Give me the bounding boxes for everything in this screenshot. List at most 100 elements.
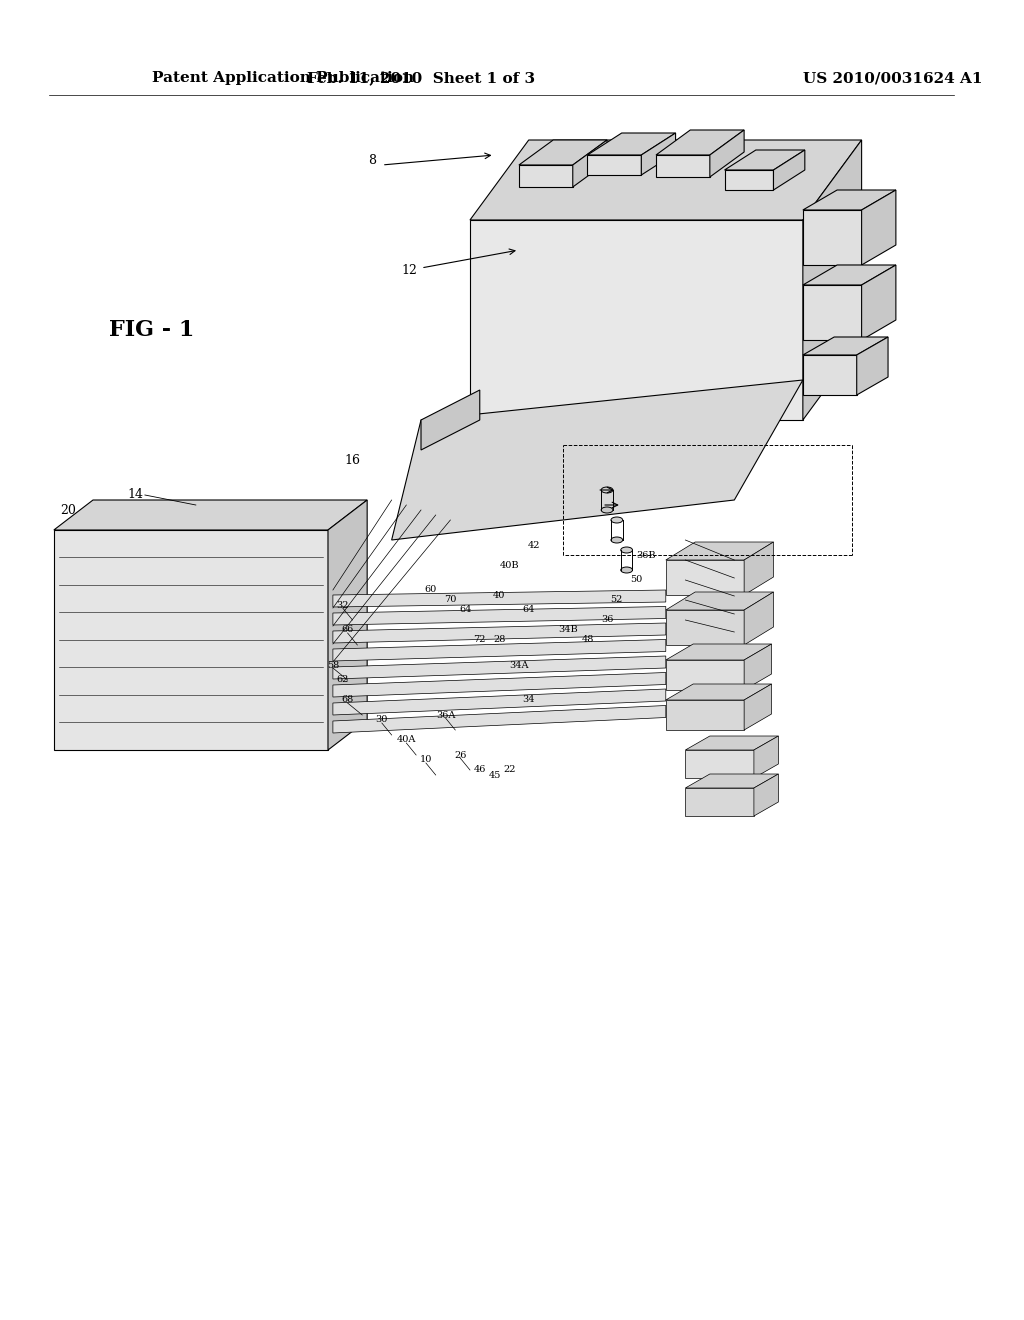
Polygon shape [685, 774, 778, 788]
Ellipse shape [611, 517, 623, 523]
Polygon shape [421, 389, 480, 450]
Polygon shape [333, 623, 666, 643]
Polygon shape [333, 672, 666, 697]
Text: 36A: 36A [436, 710, 456, 719]
Text: 48: 48 [582, 635, 594, 644]
Polygon shape [666, 560, 744, 595]
Polygon shape [803, 140, 861, 420]
Polygon shape [861, 265, 896, 341]
Text: 34: 34 [522, 696, 535, 705]
Text: US 2010/0031624 A1: US 2010/0031624 A1 [803, 71, 982, 84]
Polygon shape [666, 610, 744, 645]
Text: 45: 45 [488, 771, 501, 780]
Polygon shape [588, 154, 641, 176]
Polygon shape [328, 500, 368, 750]
Text: 68: 68 [341, 696, 353, 705]
Text: 62: 62 [337, 676, 349, 685]
Polygon shape [333, 590, 666, 607]
Polygon shape [685, 788, 754, 816]
Polygon shape [710, 129, 744, 177]
Text: 8: 8 [368, 153, 376, 166]
Text: 64: 64 [459, 606, 471, 615]
Text: 72: 72 [473, 635, 486, 644]
Polygon shape [519, 140, 607, 165]
Polygon shape [666, 644, 771, 660]
Polygon shape [656, 154, 710, 177]
Polygon shape [333, 639, 666, 661]
Text: 32: 32 [337, 601, 349, 610]
Text: Feb. 11, 2010  Sheet 1 of 3: Feb. 11, 2010 Sheet 1 of 3 [307, 71, 536, 84]
Polygon shape [744, 543, 773, 595]
Polygon shape [803, 265, 896, 285]
Ellipse shape [621, 568, 633, 573]
Polygon shape [754, 774, 778, 816]
Polygon shape [666, 684, 771, 700]
Text: 34B: 34B [558, 626, 578, 635]
Polygon shape [803, 355, 857, 395]
Polygon shape [519, 165, 572, 187]
Text: 40A: 40A [396, 735, 416, 744]
Ellipse shape [601, 487, 613, 492]
Text: 40B: 40B [500, 561, 519, 569]
Text: 66: 66 [341, 626, 353, 635]
Polygon shape [666, 700, 744, 730]
Polygon shape [725, 150, 805, 170]
Polygon shape [391, 380, 803, 540]
Polygon shape [803, 337, 888, 355]
Text: 26: 26 [454, 751, 466, 759]
Text: Patent Application Publication: Patent Application Publication [152, 71, 414, 84]
Text: 20: 20 [60, 503, 77, 516]
Polygon shape [754, 737, 778, 777]
Polygon shape [656, 129, 744, 154]
Text: 36: 36 [601, 615, 613, 624]
Polygon shape [803, 190, 896, 210]
Polygon shape [54, 531, 328, 750]
Text: 52: 52 [610, 595, 623, 605]
Text: 36B: 36B [636, 550, 656, 560]
Polygon shape [744, 644, 771, 690]
Polygon shape [725, 170, 773, 190]
Polygon shape [470, 140, 861, 220]
Text: 58: 58 [327, 660, 339, 669]
Polygon shape [333, 705, 666, 733]
Text: 22: 22 [503, 766, 515, 775]
Polygon shape [666, 591, 773, 610]
Polygon shape [54, 500, 368, 531]
Polygon shape [333, 689, 666, 715]
Text: 34A: 34A [509, 660, 528, 669]
Polygon shape [666, 660, 744, 690]
Text: 30: 30 [376, 715, 388, 725]
Text: 12: 12 [401, 264, 417, 276]
Text: 16: 16 [344, 454, 360, 466]
Polygon shape [857, 337, 888, 395]
Text: 14: 14 [127, 488, 143, 502]
Text: 10: 10 [420, 755, 432, 764]
Text: 46: 46 [473, 766, 486, 775]
Polygon shape [803, 285, 861, 341]
Text: 40: 40 [494, 590, 506, 599]
Polygon shape [588, 133, 676, 154]
Polygon shape [803, 210, 861, 265]
Polygon shape [744, 684, 771, 730]
Polygon shape [333, 656, 666, 678]
Polygon shape [773, 150, 805, 190]
Polygon shape [572, 140, 607, 187]
Text: 42: 42 [527, 540, 540, 549]
Polygon shape [666, 543, 773, 560]
Text: 64: 64 [522, 606, 535, 615]
Polygon shape [685, 737, 778, 750]
Text: 50: 50 [631, 576, 642, 585]
Polygon shape [744, 591, 773, 645]
Polygon shape [861, 190, 896, 265]
Polygon shape [333, 606, 666, 624]
Ellipse shape [601, 507, 613, 513]
Ellipse shape [611, 537, 623, 543]
Ellipse shape [621, 546, 633, 553]
Text: 60: 60 [425, 586, 437, 594]
Polygon shape [685, 750, 754, 777]
Text: 70: 70 [444, 595, 457, 605]
Text: FIG - 1: FIG - 1 [110, 319, 195, 341]
Polygon shape [641, 133, 676, 176]
Polygon shape [470, 220, 803, 420]
Text: 28: 28 [494, 635, 506, 644]
